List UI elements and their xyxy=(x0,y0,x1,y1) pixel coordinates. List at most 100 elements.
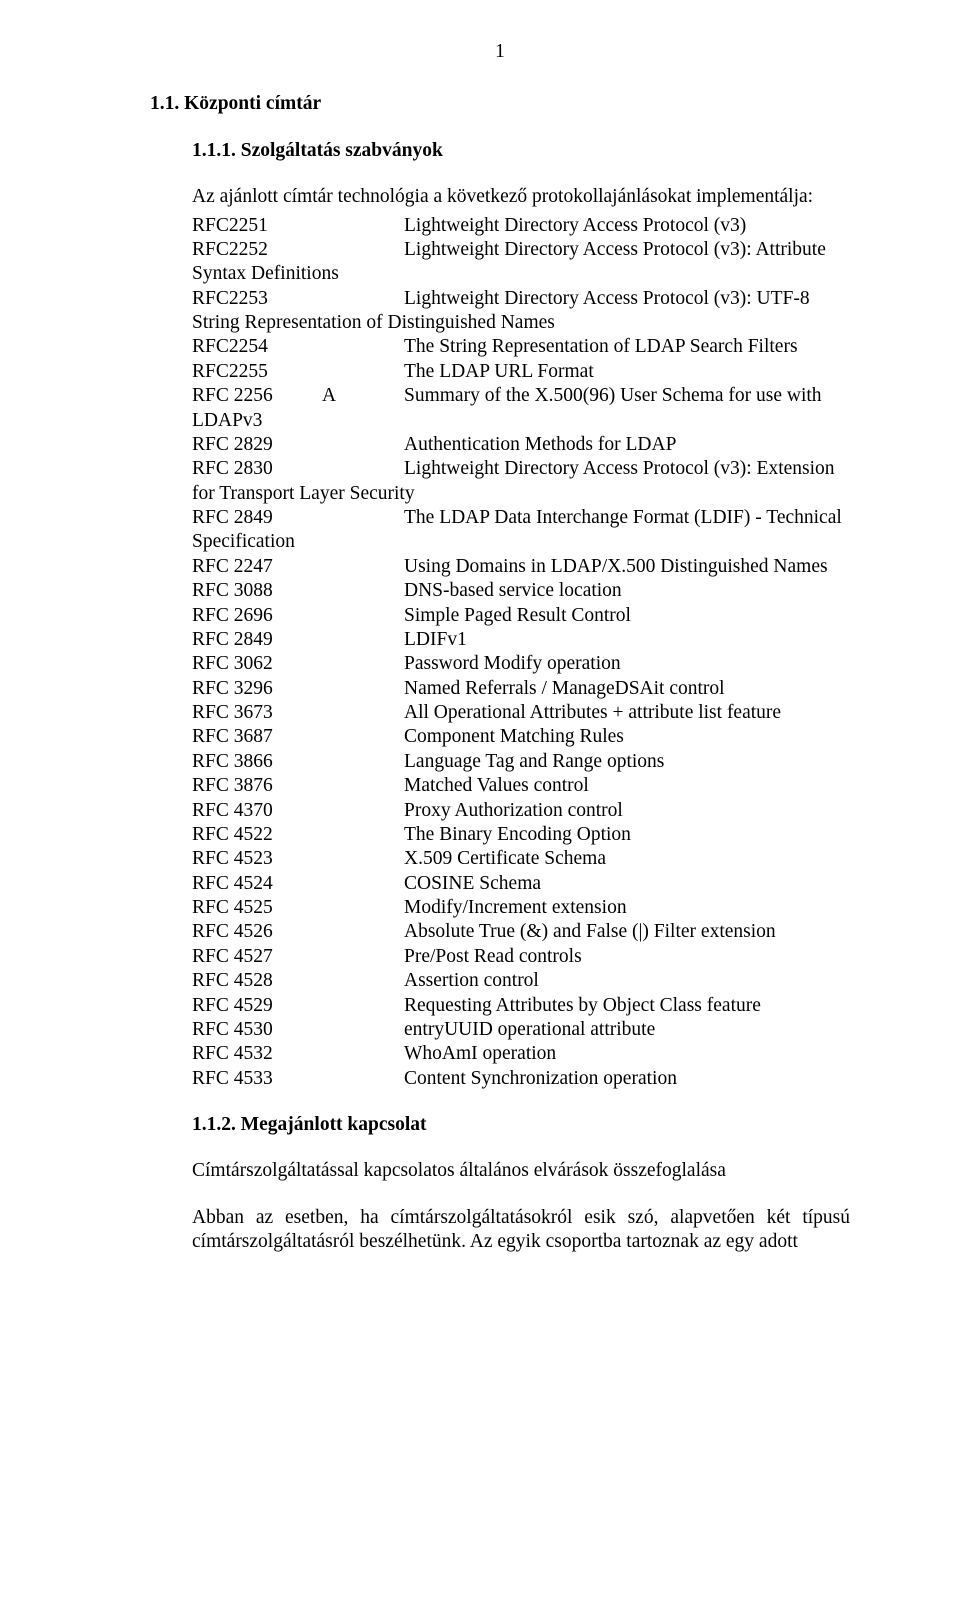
rfc-entry: RFC 4529 Requesting Attributes by Object… xyxy=(192,994,850,1018)
rfc-desc: The LDAP Data Interchange Format (LDIF) … xyxy=(404,506,850,530)
rfc-desc: All Operational Attributes + attribute l… xyxy=(404,701,850,725)
rfc-desc: Lightweight Directory Access Protocol (v… xyxy=(404,214,850,238)
rfc-key: RFC 4524 xyxy=(192,872,404,896)
rfc-entry: RFC 3088 DNS-based service location xyxy=(192,579,850,603)
rfc-desc: Password Modify operation xyxy=(404,652,850,676)
rfc-key: RFC 4533 xyxy=(192,1067,404,1091)
rfc-desc: Assertion control xyxy=(404,969,850,993)
rfc-desc: COSINE Schema xyxy=(404,872,850,896)
rfc-key: RFC 4532 xyxy=(192,1042,404,1066)
rfc-desc: The Binary Encoding Option xyxy=(404,823,850,847)
rfc-key: RFC 3673 xyxy=(192,701,404,725)
rfc-entry: RFC 3062 Password Modify operation xyxy=(192,652,850,676)
rfc-entry: RFC 2849 LDIFv1 xyxy=(192,628,850,652)
rfc-desc: Lightweight Directory Access Protocol (v… xyxy=(404,457,850,481)
rfc-entry: RFC 2256 A Summary of the X.500(96) User… xyxy=(192,384,850,433)
rfc-continuation: for Transport Layer Security xyxy=(192,482,850,506)
rfc-desc: Simple Paged Result Control xyxy=(404,604,850,628)
rfc-key: RFC 4527 xyxy=(192,945,404,969)
rfc-desc: Lightweight Directory Access Protocol (v… xyxy=(404,287,850,311)
intro-paragraph: Az ajánlott címtár technológia a követke… xyxy=(192,185,850,209)
rfc-key: RFC 4370 xyxy=(192,799,404,823)
rfc-key: RFC 2849 xyxy=(192,506,404,530)
rfc-entry: RFC 4527 Pre/Post Read controls xyxy=(192,945,850,969)
heading-1-1-2: 1.1.2. Megajánlott kapcsolat xyxy=(192,1113,850,1137)
rfc-desc: WhoAmI operation xyxy=(404,1042,850,1066)
rfc-entry: RFC 4528 Assertion control xyxy=(192,969,850,993)
rfc-key: RFC 3062 xyxy=(192,652,404,676)
rfc-key: RFC2253 xyxy=(192,287,404,311)
rfc-desc: LDIFv1 xyxy=(404,628,850,652)
rfc-entry: RFC 3673 All Operational Attributes + at… xyxy=(192,701,850,725)
rfc-key: RFC 2247 xyxy=(192,555,404,579)
rfc-entry: RFC 2247 Using Domains in LDAP/X.500 Dis… xyxy=(192,555,850,579)
rfc-entry: RFC 4522 The Binary Encoding Option xyxy=(192,823,850,847)
rfc-entry: RFC 2849 The LDAP Data Interchange Forma… xyxy=(192,506,850,555)
rfc-entry: RFC 4533 Content Synchronization operati… xyxy=(192,1067,850,1091)
rfc-entry: RFC 4524 COSINE Schema xyxy=(192,872,850,896)
rfc-key: RFC 4523 xyxy=(192,847,404,871)
rfc-desc: Matched Values control xyxy=(404,774,850,798)
rfc-entry: RFC2252 Lightweight Directory Access Pro… xyxy=(192,238,850,287)
rfc-continuation: String Representation of Distinguished N… xyxy=(192,311,850,335)
rfc-key: RFC2252 xyxy=(192,238,404,262)
rfc-key: RFC2254 xyxy=(192,335,404,359)
rfc-entry: RFC 2829 Authentication Methods for LDAP xyxy=(192,433,850,457)
rfc-key: RFC 4528 xyxy=(192,969,404,993)
rfc-desc: Content Synchronization operation xyxy=(404,1067,850,1091)
rfc-entry: RFC 4370 Proxy Authorization control xyxy=(192,799,850,823)
rfc-desc: Requesting Attributes by Object Class fe… xyxy=(404,994,850,1018)
rfc-key: RFC 4525 xyxy=(192,896,404,920)
rfc-entry: RFC 3866 Language Tag and Range options xyxy=(192,750,850,774)
rfc-continuation: LDAPv3 xyxy=(192,409,850,433)
rfc-desc: X.509 Certificate Schema xyxy=(404,847,850,871)
rfc-list: RFC2251 Lightweight Directory Access Pro… xyxy=(192,214,850,1092)
closing-paragraph-1: Címtárszolgáltatással kapcsolatos általá… xyxy=(192,1159,850,1183)
rfc-key: RFC 4526 xyxy=(192,920,404,944)
rfc-key: RFC 2849 xyxy=(192,628,404,652)
rfc-desc: Named Referrals / ManageDSAit control xyxy=(404,677,850,701)
rfc-desc: Using Domains in LDAP/X.500 Distinguishe… xyxy=(404,555,850,579)
rfc-key: RFC 2829 xyxy=(192,433,404,457)
rfc-continuation: Specification xyxy=(192,530,850,554)
rfc-key: RFC 3876 xyxy=(192,774,404,798)
page-number: 1 xyxy=(150,40,850,64)
heading-1-1: 1.1. Központi címtár xyxy=(150,92,850,116)
rfc-entry: RFC 3876 Matched Values control xyxy=(192,774,850,798)
rfc-desc: Lightweight Directory Access Protocol (v… xyxy=(404,238,850,262)
rfc-key: RFC 3296 xyxy=(192,677,404,701)
rfc-key: RFC2251 xyxy=(192,214,404,238)
rfc-entry: RFC 2696 Simple Paged Result Control xyxy=(192,604,850,628)
rfc-key: RFC2255 xyxy=(192,360,404,384)
rfc-desc: The LDAP URL Format xyxy=(404,360,850,384)
rfc-entry: RFC 3296 Named Referrals / ManageDSAit c… xyxy=(192,677,850,701)
rfc-desc: Authentication Methods for LDAP xyxy=(404,433,850,457)
rfc-entry: RFC 2830 Lightweight Directory Access Pr… xyxy=(192,457,850,506)
closing-paragraph-2: Abban az esetben, ha címtárszolgáltatáso… xyxy=(192,1206,850,1255)
rfc-key: RFC 3866 xyxy=(192,750,404,774)
rfc-desc: Component Matching Rules xyxy=(404,725,850,749)
rfc-desc: Modify/Increment extension xyxy=(404,896,850,920)
rfc-entry: RFC2251 Lightweight Directory Access Pro… xyxy=(192,214,850,238)
rfc-key: RFC 2256 xyxy=(192,384,322,408)
rfc-key: RFC 4529 xyxy=(192,994,404,1018)
rfc-key: RFC 4522 xyxy=(192,823,404,847)
rfc-key: RFC 3687 xyxy=(192,725,404,749)
rfc-key: RFC 2696 xyxy=(192,604,404,628)
document-page: 1 1.1. Központi címtár 1.1.1. Szolgáltat… xyxy=(0,0,960,1607)
rfc-desc: DNS-based service location xyxy=(404,579,850,603)
rfc-entry: RFC2254 The String Representation of LDA… xyxy=(192,335,850,359)
rfc-desc: Summary of the X.500(96) User Schema for… xyxy=(404,384,850,408)
rfc-key: RFC 3088 xyxy=(192,579,404,603)
rfc-desc: entryUUID operational attribute xyxy=(404,1018,850,1042)
rfc-entry: RFC 3687 Component Matching Rules xyxy=(192,725,850,749)
rfc-key: RFC 4530 xyxy=(192,1018,404,1042)
rfc-continuation: Syntax Definitions xyxy=(192,262,850,286)
rfc-entry: RFC 4532 WhoAmI operation xyxy=(192,1042,850,1066)
rfc-desc: Proxy Authorization control xyxy=(404,799,850,823)
rfc-desc: Absolute True (&) and False (|) Filter e… xyxy=(404,920,850,944)
rfc-desc: Language Tag and Range options xyxy=(404,750,850,774)
rfc-entry: RFC 4530 entryUUID operational attribute xyxy=(192,1018,850,1042)
rfc-desc: The String Representation of LDAP Search… xyxy=(404,335,850,359)
rfc-entry: RFC 4526 Absolute True (&) and False (|)… xyxy=(192,920,850,944)
